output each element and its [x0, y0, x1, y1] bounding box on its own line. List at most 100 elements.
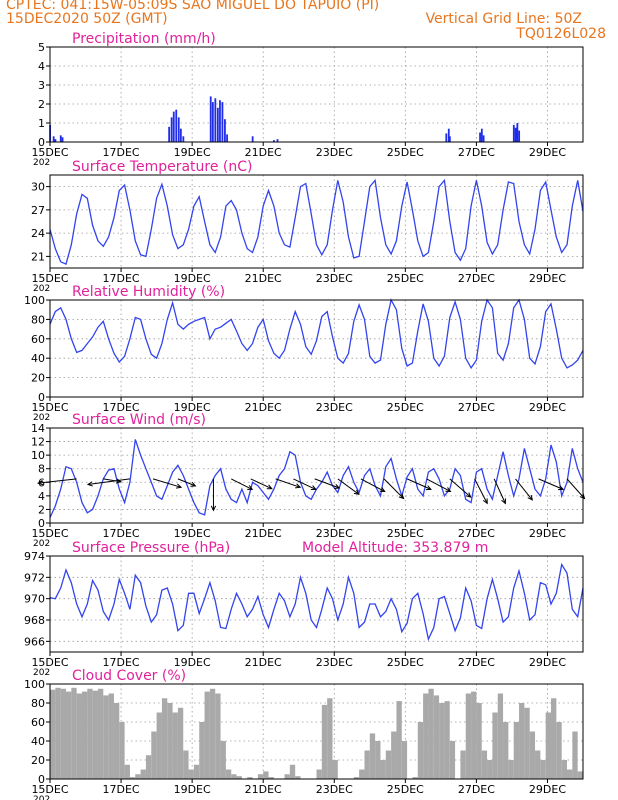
x-tick-label: 17DEC — [103, 146, 140, 159]
panel-title: Precipitation (mm/h) — [72, 31, 216, 47]
x-tick-label: 17DEC — [103, 527, 140, 540]
cloud-bar — [572, 731, 578, 779]
wind-arrow-head — [445, 487, 452, 493]
panel-humidity: 0 20 40 60 80 100 15DEC 17DEC 19DEC 21DEC 23DEC 25D… — [24, 284, 584, 423]
x-tick-label: 23DEC — [316, 656, 353, 669]
y-tick-label: 14 — [31, 422, 45, 435]
x-tick-label: 15DEC — [31, 656, 68, 669]
cloud-bar — [529, 731, 536, 779]
wind-arrow — [474, 478, 488, 504]
panel-frame — [49, 555, 584, 653]
x-year-label: 202 — [33, 413, 50, 423]
precip-bar — [251, 136, 254, 142]
x-year-label: 202 — [33, 284, 50, 294]
y-tick-label: 972 — [24, 571, 45, 584]
x-tick-label: 29DEC — [529, 527, 566, 540]
header-model-code: TQ0126L028 — [516, 26, 606, 42]
wind-arrow-head — [334, 484, 341, 489]
x-year-label: 202 — [33, 539, 50, 549]
cloud-bar — [97, 688, 104, 779]
cloud-bar — [151, 731, 157, 779]
y-tick-label: 80 — [31, 697, 45, 710]
wind-arrow — [538, 478, 564, 490]
cloud-bar — [396, 701, 402, 779]
panel-temperature: 21 24 27 30 15DEC 17DEC 19DEC 21DEC 23DEC 25DEC 27… — [31, 159, 584, 294]
cloud-bar — [188, 769, 194, 779]
x-tick-label: 25DEC — [387, 146, 424, 159]
y-tick-label: 100 — [24, 678, 45, 691]
x-tick-label: 29DEC — [529, 401, 566, 414]
precip-bar — [224, 119, 226, 142]
cloud-bar — [492, 712, 498, 779]
x-tick-label: 21DEC — [245, 527, 282, 540]
cloud-bar — [551, 698, 557, 779]
wind-arrow-head — [465, 492, 472, 498]
y-tick-label: 970 — [24, 593, 45, 606]
cloud-bar — [481, 750, 488, 779]
cloud-bar — [295, 776, 301, 779]
cloud-bar — [476, 703, 482, 779]
wind-arrow-head — [266, 484, 273, 490]
cloud-bar — [497, 693, 504, 779]
panel-title: Surface Pressure (hPa) — [72, 540, 230, 556]
cloud-bar — [284, 774, 290, 779]
cloud-bar — [92, 690, 98, 779]
precip-bar — [61, 137, 64, 142]
wind-arrow-head — [579, 493, 586, 500]
cloud-bar — [412, 777, 418, 779]
panel-cloud: 0 20 40 60 80 100 15DEC 17DEC 19DEC 21DEC 23DEC 25D… — [24, 668, 584, 800]
cloud-bar — [567, 769, 573, 779]
y-tick-label: 966 — [24, 635, 45, 648]
cloud-bar — [103, 695, 109, 779]
wind-arrow-head — [210, 505, 217, 512]
panel-frame — [49, 46, 584, 143]
precip-bar — [514, 127, 517, 142]
cloud-bar — [161, 698, 168, 779]
cloud-bar — [204, 691, 210, 779]
cloud-bar — [561, 760, 568, 779]
precip-bar — [273, 140, 275, 142]
series-line-temperature — [49, 178, 584, 265]
cloud-bar — [193, 764, 200, 779]
precip-bar — [276, 139, 279, 142]
cloud-bar — [508, 760, 514, 779]
x-tick-label: 29DEC — [529, 272, 566, 285]
cloud-bar — [172, 712, 178, 779]
y-tick-label: 30 — [31, 181, 45, 194]
precip-bar — [480, 128, 483, 142]
y-tick-label: 0 — [38, 517, 45, 530]
x-tick-label: 25DEC — [387, 527, 424, 540]
x-tick-label: 25DEC — [387, 272, 424, 285]
wind-arrow — [426, 478, 451, 492]
series-line-pressure — [49, 562, 584, 642]
y-tick-label: 6 — [38, 476, 45, 489]
y-tick-label: 10 — [31, 449, 45, 462]
precip-bar — [219, 100, 221, 142]
cloud-bar — [460, 750, 466, 779]
panel-title: Relative Humidity (%) — [72, 284, 225, 300]
precip-bar — [170, 117, 173, 142]
y-tick-label: 5 — [38, 41, 45, 54]
y-tick-label: 27 — [31, 204, 45, 217]
x-tick-label: 23DEC — [316, 272, 353, 285]
cloud-bar — [391, 731, 397, 779]
x-tick-label: 23DEC — [316, 401, 353, 414]
precip-bar — [168, 126, 171, 142]
wind-arrow — [293, 478, 317, 490]
cloud-bar — [375, 741, 381, 779]
x-tick-label: 15DEC — [31, 401, 68, 414]
x-tick-label: 17DEC — [103, 272, 140, 285]
cloud-bar — [524, 707, 530, 779]
y-tick-label: 12 — [31, 436, 45, 449]
wind-arrow — [449, 478, 472, 498]
cloud-bar — [433, 695, 440, 779]
cloud-bar — [199, 722, 205, 779]
y-tick-label: 974 — [24, 550, 45, 563]
y-tick-label: 21 — [31, 250, 45, 263]
cloud-bar — [369, 733, 376, 779]
cloud-bar — [540, 760, 546, 779]
cloud-bar — [444, 701, 450, 779]
wind-arrow-head — [115, 478, 122, 484]
